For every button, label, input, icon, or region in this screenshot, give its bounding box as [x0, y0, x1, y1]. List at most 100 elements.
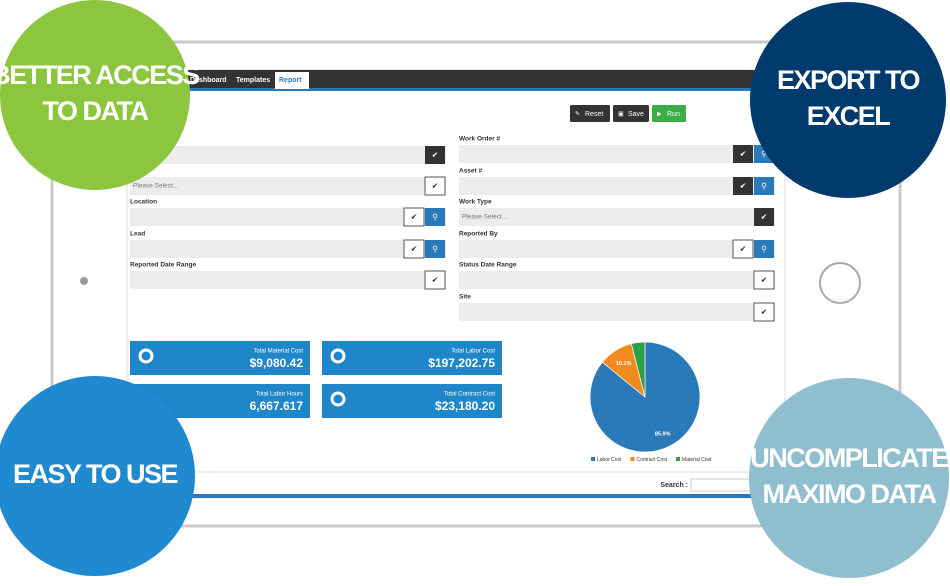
check-button[interactable]: [754, 208, 774, 226]
button-icon: ✔: [411, 213, 418, 222]
field-label: Status Date Range: [459, 262, 517, 269]
button-icon: ✔: [761, 276, 768, 285]
badge-text: EXCEL: [807, 101, 891, 131]
check-button[interactable]: [732, 239, 754, 259]
card-value: $23,180.20: [435, 399, 495, 413]
search-label: Search :: [660, 482, 688, 489]
badge-text: BETTER ACCESS: [0, 60, 199, 90]
tab-active: [275, 72, 309, 89]
card-label: Total Contract Cost: [444, 392, 495, 398]
button-label[interactable]: Run: [667, 111, 680, 118]
badge: [749, 378, 949, 578]
placeholder: Please Select...: [462, 214, 507, 221]
tab[interactable]: Templates: [236, 77, 270, 84]
button[interactable]: [652, 105, 686, 122]
check-button[interactable]: [425, 146, 445, 164]
kpi-card: [322, 384, 502, 418]
pie-slice: [589, 341, 701, 453]
input[interactable]: [459, 177, 775, 195]
field-label: Reported Date Range: [130, 262, 196, 269]
badge-text: EXPORT TO: [777, 65, 920, 95]
input[interactable]: [459, 240, 775, 258]
input[interactable]: [130, 240, 446, 258]
card-value: $9,080.42: [250, 356, 304, 370]
check-button[interactable]: [753, 270, 775, 290]
button[interactable]: [570, 105, 610, 122]
button-icon: ✎: [575, 111, 580, 118]
button[interactable]: [613, 105, 649, 122]
input[interactable]: [130, 177, 446, 195]
card-icon: [138, 348, 154, 364]
legend-label: Material Cost: [682, 457, 712, 463]
check-button[interactable]: [403, 239, 425, 259]
field-label: Lead: [130, 231, 145, 238]
footer-bar: [127, 494, 785, 498]
search-button[interactable]: [754, 240, 774, 258]
legend-swatch: [591, 457, 595, 461]
button-icon: ⚲: [432, 213, 438, 222]
button-icon: ▶: [657, 112, 662, 118]
button-icon: ✔: [432, 276, 439, 285]
check-button[interactable]: [403, 207, 425, 227]
card-label: Total Labor Hours: [256, 392, 303, 398]
input[interactable]: [130, 146, 446, 164]
field-label: Work Type: [459, 199, 492, 206]
card-icon: [330, 391, 346, 407]
search-button[interactable]: [425, 240, 445, 258]
input[interactable]: [130, 208, 446, 226]
check-button[interactable]: [733, 145, 753, 163]
data-label: 10.1%: [616, 361, 632, 367]
button-icon: ⚲: [761, 182, 767, 191]
search-button[interactable]: [425, 208, 445, 226]
button-label[interactable]: Save: [628, 111, 644, 118]
field-label: Asset #: [459, 168, 483, 175]
input[interactable]: [130, 271, 446, 289]
button-icon: ▣: [618, 112, 624, 118]
legend-label: Labor Cost: [597, 457, 622, 463]
button-icon: ✔: [432, 151, 439, 160]
check-button[interactable]: [424, 176, 446, 196]
check-button[interactable]: [424, 270, 446, 290]
input[interactable]: [459, 271, 775, 289]
placeholder: Please Select...: [133, 183, 178, 190]
field-label: Location: [130, 199, 157, 206]
button-icon: ✔: [432, 182, 439, 191]
legend-swatch: [676, 457, 681, 461]
pie-slice: [630, 341, 646, 398]
home-button[interactable]: [819, 262, 861, 304]
button-icon: ✔: [740, 182, 747, 191]
badge-text: EASY TO USE: [13, 459, 178, 489]
camera: [80, 277, 88, 285]
field-label: Work Order #: [459, 136, 500, 143]
field-label: Site: [459, 294, 471, 301]
legend-swatch: [630, 457, 635, 461]
tab[interactable]: Report: [279, 77, 302, 84]
button-icon: ✔: [740, 150, 747, 159]
input[interactable]: [459, 208, 775, 226]
button-icon: ⚲: [761, 150, 767, 159]
input[interactable]: [459, 303, 775, 321]
tab[interactable]: Dashboard: [190, 77, 227, 84]
button-icon: ✔: [411, 245, 418, 254]
input[interactable]: [459, 145, 775, 163]
card-value: 6,667.617: [250, 399, 304, 413]
button-icon: ✔: [761, 308, 768, 317]
button-icon: ⚲: [432, 245, 438, 254]
badge: [0, 376, 195, 576]
card-icon: [330, 348, 346, 364]
badge-text: UNCOMPLICATE: [750, 443, 948, 473]
button-icon: ✔: [740, 245, 747, 254]
check-button[interactable]: [753, 302, 775, 322]
search-button[interactable]: [754, 177, 774, 195]
button-icon: ⚲: [761, 245, 767, 254]
check-button[interactable]: [733, 177, 753, 195]
badge-text: MAXIMO DATA: [763, 479, 937, 509]
badge: [0, 0, 190, 190]
badge-text: TO DATA: [43, 96, 149, 126]
kpi-card: [322, 341, 502, 375]
button-label[interactable]: Reset: [585, 111, 603, 118]
card-label: Total Labor Cost: [451, 349, 495, 355]
field-label: Reported By: [459, 231, 498, 238]
kpi-card: [130, 341, 310, 375]
